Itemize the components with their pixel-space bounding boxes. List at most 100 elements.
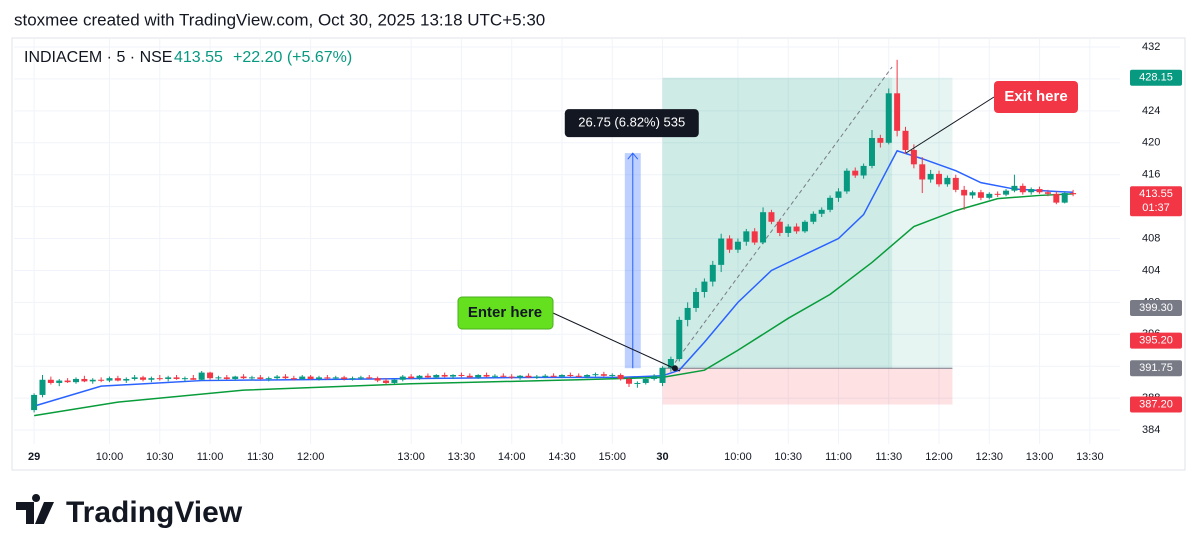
candle-body (458, 374, 465, 376)
x-tick-label: 10:30 (774, 451, 802, 463)
candle-body (910, 149, 917, 165)
candle-body (39, 379, 46, 395)
price-label-box (1130, 332, 1182, 349)
candle-body (315, 377, 322, 379)
candle-body (508, 376, 515, 378)
candle-body (693, 291, 700, 308)
measure-tooltip (564, 109, 699, 138)
candle-body (140, 377, 147, 380)
enter-pointer (552, 312, 681, 372)
logo-text: TradingView (66, 496, 243, 529)
candle-body (408, 376, 415, 379)
x-tick-label: 10:30 (146, 451, 174, 463)
candle-body (450, 374, 457, 377)
candle-body (952, 177, 959, 190)
candle-body (558, 374, 565, 377)
candle-body (148, 378, 155, 380)
y-tick-label: 384 (1142, 424, 1160, 436)
exit-pointer (905, 96, 995, 154)
x-tick-label: 11:00 (197, 451, 224, 463)
x-tick-label: 10:00 (96, 451, 124, 463)
candle-body (349, 378, 356, 380)
candle-body (852, 170, 859, 176)
exit-callout (994, 81, 1078, 113)
x-tick-label: 14:30 (548, 451, 576, 463)
candle-body (31, 394, 38, 411)
candle-body (173, 377, 180, 379)
candle-body (584, 374, 591, 377)
candle-body (1003, 190, 1010, 195)
candle-body (768, 212, 775, 222)
candle-body (265, 378, 272, 380)
candle-body (969, 192, 976, 196)
price-label: 428.15 (1139, 72, 1173, 84)
candle-body (626, 378, 633, 384)
candle-body (642, 378, 649, 383)
candle-body (743, 231, 750, 242)
candle-body (475, 374, 482, 378)
candle-body (868, 137, 875, 166)
candle-body (600, 374, 607, 376)
x-tick-label: 15:00 (598, 451, 626, 463)
candle-body (944, 177, 951, 185)
price-label: 391.75 (1139, 362, 1173, 374)
candle-body (156, 378, 163, 380)
measure-arrow (627, 152, 639, 369)
candle-body (726, 238, 733, 250)
candle-body (885, 93, 892, 143)
candle-body (860, 165, 867, 176)
candle-body (517, 375, 524, 378)
candle-body (734, 241, 741, 250)
candle-body (73, 378, 80, 383)
candle-body (433, 374, 440, 378)
candle-body (894, 93, 901, 131)
x-tick-label: 12:00 (925, 451, 953, 463)
measure-label: 26.75 (6.82%) 535 (578, 115, 685, 130)
candle-body (374, 378, 381, 381)
candle-body (223, 377, 230, 379)
logo-icon (16, 494, 54, 524)
candle-body (936, 173, 943, 185)
candle-body (131, 377, 138, 379)
price-label-box (1130, 360, 1182, 377)
candle-body (550, 375, 557, 377)
price-label: 413.55 (1139, 188, 1173, 200)
candle-body (1061, 193, 1068, 203)
candle-body (986, 193, 993, 198)
candle-body (843, 170, 850, 192)
candle-body (441, 374, 448, 377)
chart-frame (11, 37, 1186, 471)
candle-body (64, 380, 71, 383)
candle-body (81, 378, 88, 382)
candle-body (56, 380, 63, 383)
candle-body (383, 380, 390, 383)
enter-callout (457, 296, 554, 330)
candle-body (667, 359, 674, 368)
moving-average (33, 193, 1074, 417)
candle-body (961, 189, 968, 196)
candle-body (47, 379, 54, 383)
candle-body (818, 209, 825, 214)
x-tick-label: 13:30 (448, 451, 476, 463)
x-tick-label: 11:00 (825, 451, 852, 463)
x-tick-label: 11:30 (875, 451, 902, 463)
candle-body (106, 378, 113, 381)
candle-body (617, 374, 624, 379)
candle-body (1070, 193, 1077, 195)
candle-body (248, 377, 255, 379)
candle-body (676, 319, 683, 360)
candle-body (877, 137, 884, 143)
last-price: 413.55 (174, 49, 223, 66)
y-tick-label: 404 (1142, 264, 1160, 276)
candle-body (307, 376, 314, 379)
candle-body (927, 173, 934, 180)
candle-body (760, 212, 767, 243)
candle-body (1036, 189, 1043, 193)
y-tick-label: 408 (1142, 232, 1160, 244)
candle-body (659, 367, 666, 383)
price-label-box (1130, 299, 1182, 316)
price-label-box (1130, 186, 1182, 217)
candle-body (181, 378, 188, 380)
